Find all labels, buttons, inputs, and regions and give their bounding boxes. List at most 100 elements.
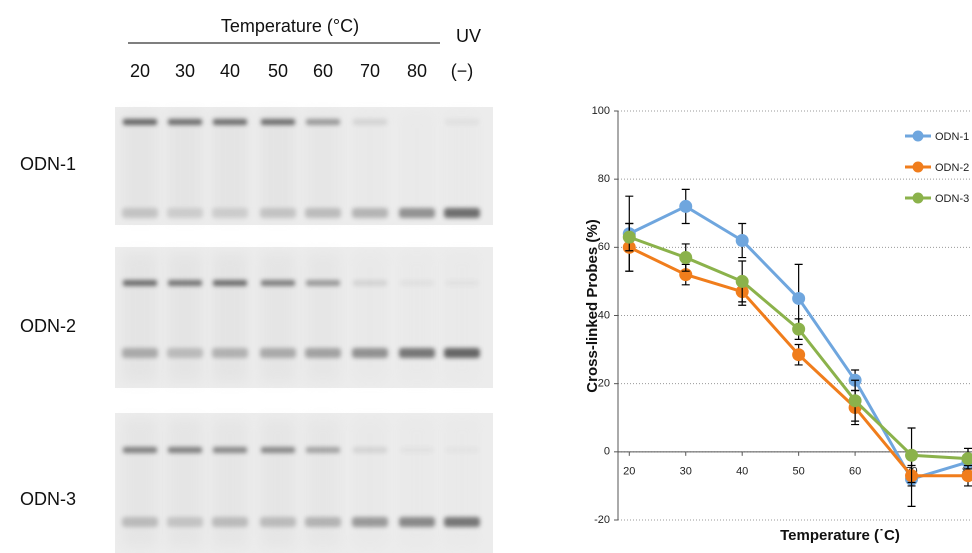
gel-band-upper [353, 119, 387, 125]
gel-lane-smear [306, 419, 340, 547]
legend-label: ODN-1 [935, 131, 969, 143]
gel-band-lower [305, 348, 341, 358]
legend-item: ODN-2 [905, 161, 969, 174]
y-tick-label: 100 [592, 105, 610, 117]
gel-band-lower [212, 517, 248, 527]
gel-band-lower [260, 348, 296, 358]
data-point [792, 322, 806, 336]
gel-band-lower [352, 208, 388, 218]
gel-column-label: 20 [130, 61, 150, 81]
legend-item: ODN-3 [905, 192, 969, 205]
gel-band-lower [444, 348, 480, 358]
gel-panel: Temperature (°C) UV 20 30 40 50 60 70 80 (−) ODN… [20, 16, 493, 553]
legend-label: ODN-3 [935, 193, 969, 205]
gel-band-lower [167, 517, 203, 527]
data-point [848, 394, 862, 408]
gel-uv: UV [456, 26, 481, 46]
gel-band-upper [353, 447, 387, 453]
data-point [792, 348, 806, 362]
gel-lane-smear [168, 253, 202, 382]
data-point [622, 230, 636, 244]
gel-band-upper [168, 280, 202, 286]
chart: Cross-linked Probes (%) Temperature (˙C)… [584, 105, 972, 544]
gel-column-label: 30 [175, 61, 195, 81]
gel-column-label: 70 [360, 61, 380, 81]
gel-band-lower [167, 208, 203, 218]
gel-band-upper [123, 280, 157, 286]
gel-lane-smear [261, 113, 295, 219]
data-point [961, 452, 972, 466]
gel-band-lower [167, 348, 203, 358]
data-point [735, 274, 749, 288]
gel-band-upper [168, 447, 202, 453]
gel-band-upper [213, 447, 247, 453]
gel-band-lower [305, 208, 341, 218]
gel-band-upper [261, 119, 295, 125]
x-tick-label: 40 [736, 466, 748, 478]
gel-band-lower [305, 517, 341, 527]
data-point [792, 291, 806, 305]
gel-band-upper [261, 447, 295, 453]
gel-band-lower [122, 348, 158, 358]
gel-band-lower [260, 517, 296, 527]
gel-band-lower [444, 208, 480, 218]
gel-band-upper [306, 119, 340, 125]
gel-band-lower [399, 517, 435, 527]
y-tick-label: 60 [598, 241, 610, 253]
gel-band-upper [168, 119, 202, 125]
gel-lane-smear [213, 253, 247, 382]
gel-row-label: ODN-3 [20, 489, 76, 509]
gel-lane-smear [168, 113, 202, 219]
data-point [679, 251, 693, 265]
gel-lane-smear [400, 113, 434, 219]
y-tick-label: -20 [594, 514, 610, 526]
gel-band-upper [123, 447, 157, 453]
gel-band-lower [122, 517, 158, 527]
gel-lane-smear [400, 419, 434, 547]
gel-lane-smear [261, 419, 295, 547]
gel-band-upper [400, 280, 434, 286]
gel-band-lower [352, 348, 388, 358]
gel-band-lower [399, 208, 435, 218]
y-tick-label: 0 [604, 446, 610, 458]
gel-band-upper [261, 280, 295, 286]
gel-band-upper [123, 119, 157, 125]
x-tick-label: 20 [623, 466, 635, 478]
gel-row-label: ODN-1 [20, 154, 76, 174]
gel-lane-smear [445, 419, 479, 547]
data-point [905, 448, 919, 462]
gel-band-upper [306, 280, 340, 286]
gel-lane-smear [445, 113, 479, 219]
gel-lane-smear [123, 113, 157, 219]
gel-lane-smear [306, 253, 340, 382]
gel-column-label: 40 [220, 61, 240, 81]
gel-band-lower [122, 208, 158, 218]
legend-label: ODN-2 [935, 162, 969, 174]
gel-lane-smear [168, 419, 202, 547]
gel-lane-smear [306, 113, 340, 219]
gel-band-upper [445, 447, 479, 453]
gel-band-upper [400, 447, 434, 453]
legend-swatch-marker [912, 161, 924, 173]
x-tick-label: 50 [793, 466, 805, 478]
gel-band-upper [353, 280, 387, 286]
x-tick-label: 60 [849, 466, 861, 478]
legend-swatch-marker [912, 192, 924, 204]
gel-header: Temperature (°C) [221, 16, 359, 36]
gel-band-lower [212, 208, 248, 218]
gel-row-label: ODN-2 [20, 316, 76, 336]
gel-lane-smear [261, 253, 295, 382]
gel-lane-smear [213, 113, 247, 219]
gel-column-label: 80 [407, 61, 427, 81]
gel-lane-smear [353, 253, 387, 382]
gel-lane-smear [400, 253, 434, 382]
gel-band-lower [260, 208, 296, 218]
gel-band-lower [444, 517, 480, 527]
gel-column-label: (−) [451, 61, 474, 81]
gel-lane-smear [123, 253, 157, 382]
y-tick-label: 80 [598, 173, 610, 185]
legend-swatch-marker [912, 130, 924, 142]
gel-band-upper [213, 280, 247, 286]
gel-band-upper [445, 119, 479, 125]
